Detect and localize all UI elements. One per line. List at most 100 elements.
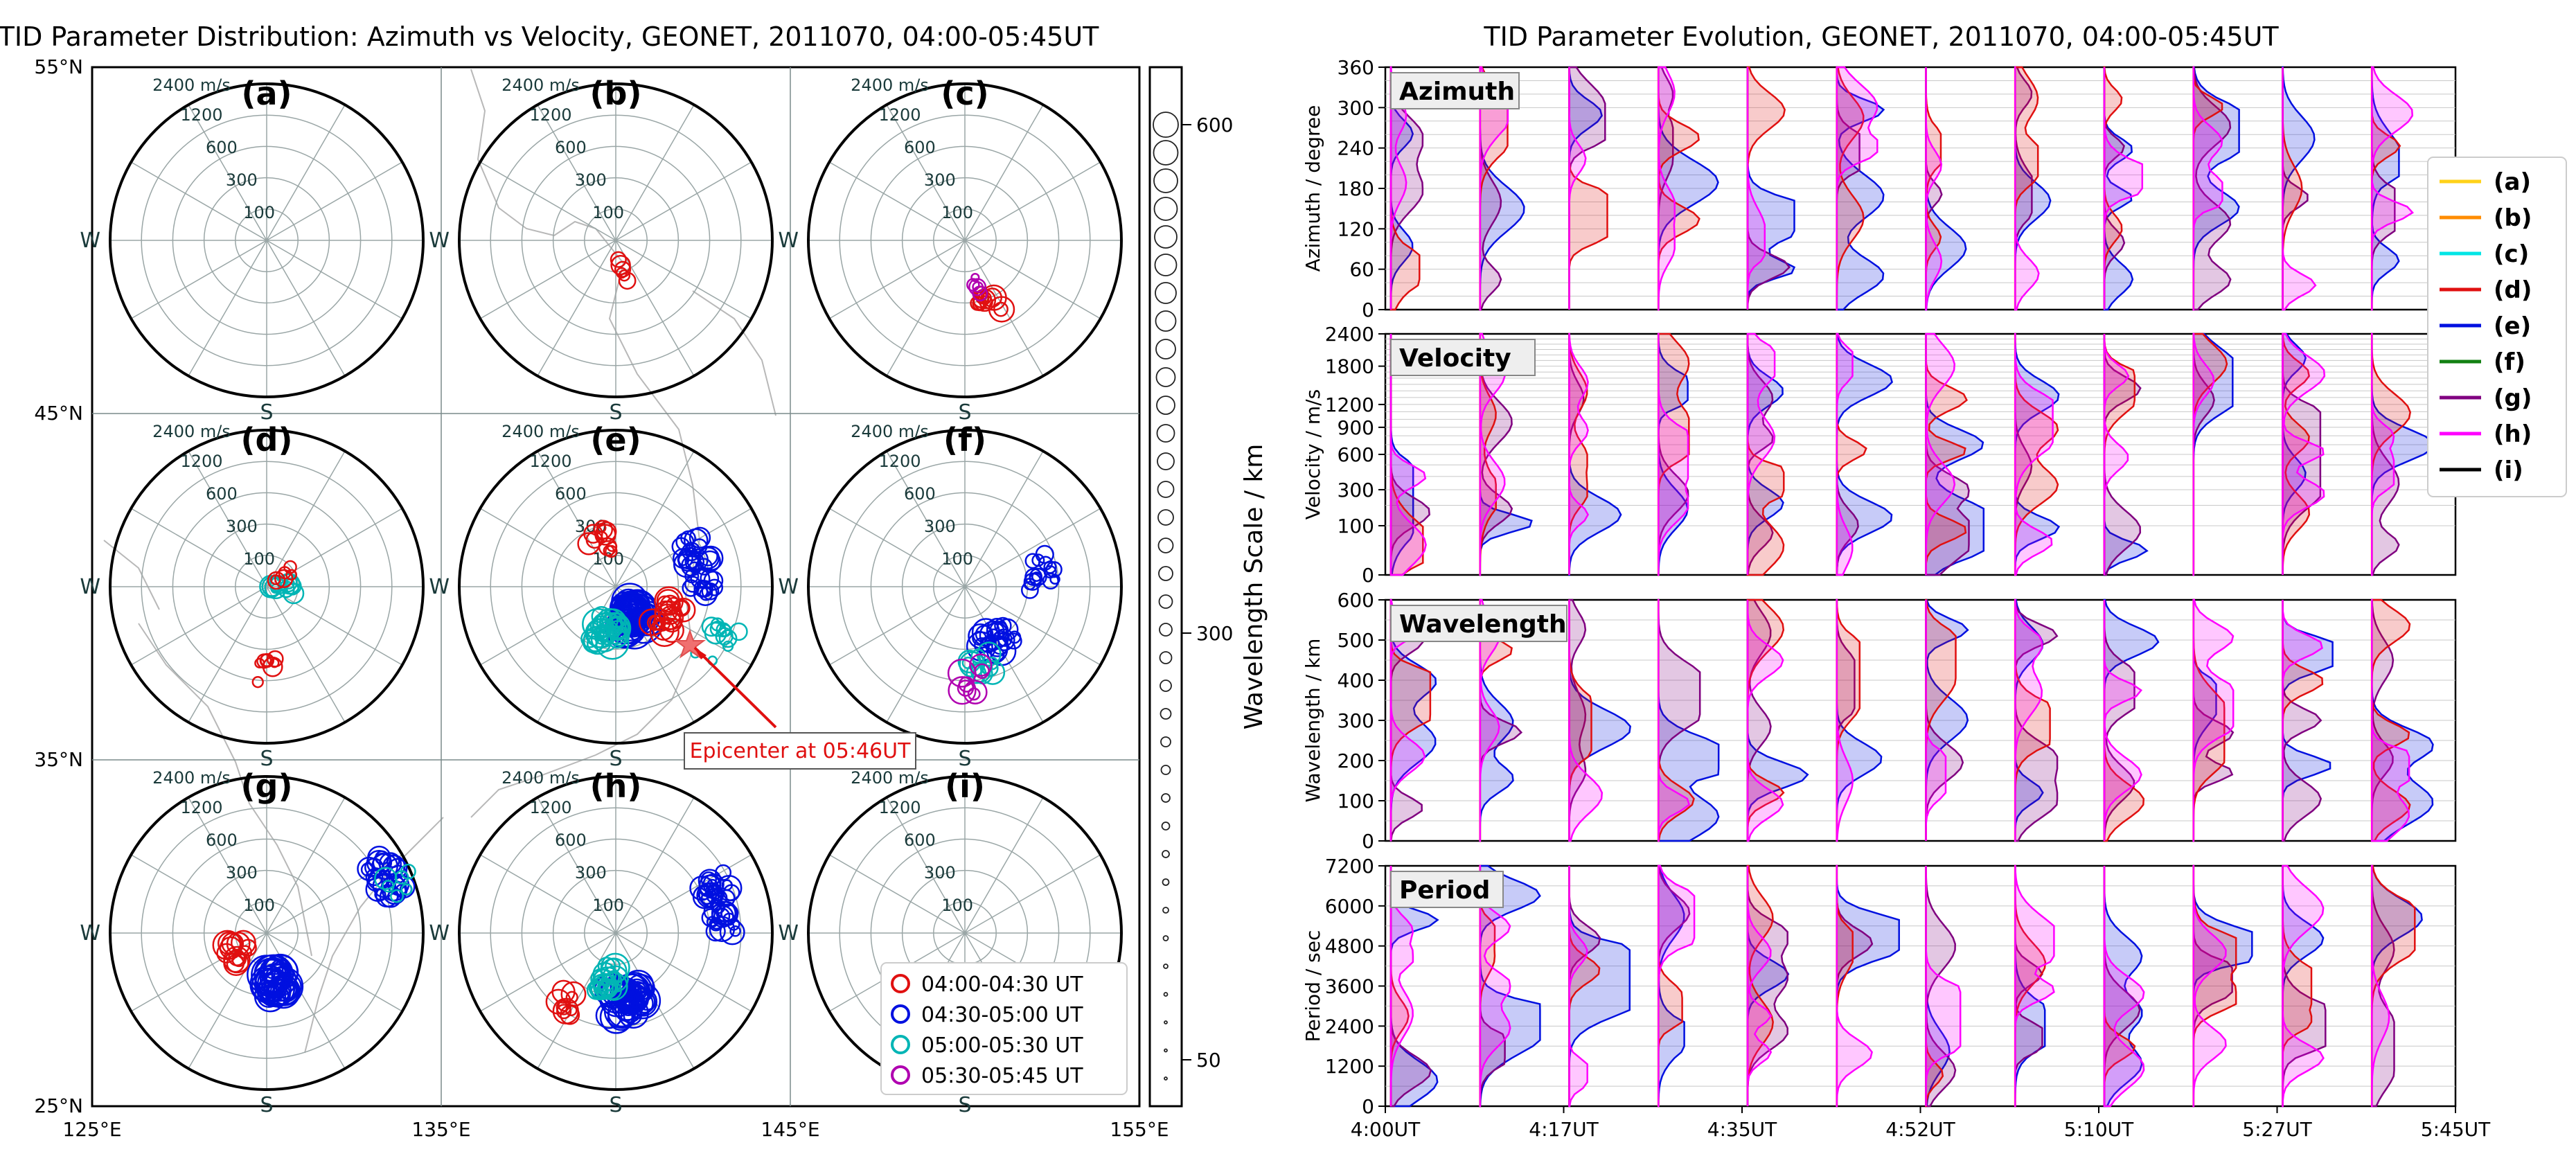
data-marker (1045, 561, 1063, 578)
x-tick-label: 5:45UT (2421, 1118, 2491, 1141)
data-marker (251, 955, 292, 996)
colorbar-size-marker (1162, 935, 1169, 941)
distribution-curve (1568, 598, 1587, 841)
ring-label: 100 (941, 896, 973, 915)
y-tick-label: 240 (1338, 137, 1374, 160)
colorbar-size-marker (1162, 907, 1169, 914)
ring-label: 100 (592, 203, 624, 222)
right-title: TID Parameter Evolution, GEONET, 2011070… (1483, 21, 2279, 52)
y-tick-label: 0 (1362, 299, 1374, 321)
distribution-curve (2282, 332, 2326, 575)
subplot-name-box (1390, 72, 1520, 109)
data-marker (262, 656, 283, 677)
lat-tick-25: 25°N (34, 1094, 83, 1117)
y-tick-label: 1800 (1325, 355, 1374, 378)
ring-600 (870, 145, 1060, 335)
polar-panels: 2400 m/s 1200 600 300 100 (a) W S 2400 m/s 1200 60… (80, 75, 1123, 1117)
polar-spoke (964, 240, 1044, 377)
legend-label: (d) (2494, 276, 2532, 304)
ring-2400 (109, 429, 425, 745)
ring-100 (933, 555, 997, 619)
distribution-curve (1836, 864, 1873, 1108)
ring-100 (584, 901, 648, 965)
data-marker (711, 900, 737, 926)
polar-spoke (266, 932, 403, 1012)
ring-600 (521, 145, 711, 335)
distribution-curve (1746, 866, 1773, 1106)
polar-spoke (266, 161, 403, 241)
ring-300 (203, 523, 330, 650)
data-marker (963, 680, 988, 704)
distribution-curve (1658, 66, 1676, 311)
data-marker (286, 582, 299, 596)
data-marker (684, 576, 702, 593)
subplot-period: 0 1200 2400 3600 4800 6000 7200 Period / sec Per… (1302, 855, 2457, 1118)
ring-label: 1200 (529, 452, 571, 471)
ring-label: 1200 (529, 105, 571, 125)
colorbar-size-marker (1158, 594, 1173, 609)
polar-spoke (828, 508, 966, 587)
ring-label: 100 (243, 203, 275, 222)
polar-spoke (479, 240, 616, 319)
distribution-curve (2192, 598, 2235, 842)
y-tick-label: 360 (1338, 56, 1374, 79)
polar-spoke (886, 104, 966, 241)
data-marker (729, 925, 741, 937)
legend-marker (891, 1065, 910, 1085)
data-marker (709, 620, 727, 637)
polar-spoke (886, 240, 966, 377)
colorbar-size-marker (1160, 736, 1171, 747)
colorbar-size-marker (1159, 651, 1173, 664)
panel-letter: (a) (241, 75, 292, 112)
y-tick-label: 0 (1362, 1095, 1374, 1118)
legend-label: (g) (2494, 384, 2532, 412)
y-tick-label: 200 (1338, 749, 1374, 772)
data-marker (610, 251, 627, 268)
ring-label: 600 (904, 831, 936, 850)
polar-spoke (537, 240, 616, 377)
data-marker (698, 869, 722, 893)
ring-label: 1200 (878, 798, 921, 817)
subplot-wavelength: 0 100 200 300 400 500 600 Wavelength / km Wavele… (1302, 589, 2457, 853)
distribution-curve (2282, 864, 2325, 1108)
epicenter-marker: Epicenter at 05:46UT (674, 629, 916, 770)
lat-tick-55: 55°N (34, 55, 83, 78)
data-marker (251, 676, 264, 689)
colorbar-tick-600: 600 (1196, 114, 1233, 136)
data-marker (614, 260, 632, 278)
data-marker (966, 631, 997, 662)
panel-letter: (e) (590, 421, 641, 459)
polar-spoke (615, 161, 752, 241)
colorbar-size-marker (1157, 509, 1174, 526)
data-marker (625, 981, 642, 998)
data-marker (969, 653, 993, 677)
distribution-curve (1836, 332, 1854, 576)
distribution-curve (1568, 866, 1588, 1108)
colorbar-size-marker (1154, 254, 1178, 276)
ring-label: 2400 m/s (501, 76, 580, 95)
graticule (92, 67, 1139, 1106)
direction-west: W (778, 229, 799, 253)
ring-label: 2400 m/s (501, 422, 580, 441)
polar-spoke (828, 586, 966, 666)
ring-1200 (490, 114, 742, 366)
panel-letter: (d) (241, 421, 293, 459)
legend-label: (c) (2494, 240, 2529, 268)
colorbar-size-marker (1153, 112, 1179, 138)
distribution-curve (1836, 598, 1854, 842)
subplot-name-box (1390, 871, 1504, 908)
data-marker (677, 547, 701, 570)
y-tick-label: 7200 (1325, 855, 1374, 878)
ring-1200 (490, 461, 742, 713)
lon-tick-155: 155°E (1110, 1118, 1169, 1141)
ring-label: 600 (206, 831, 238, 850)
distribution-curve (2371, 864, 2390, 1108)
left-legend-box (880, 962, 1128, 1095)
y-tick-label: 0 (1362, 564, 1374, 587)
distribution-curve (2371, 332, 2395, 576)
distribution-curve (2014, 598, 2059, 842)
colorbar-size-marker (1158, 566, 1173, 581)
direction-west: W (429, 575, 450, 599)
